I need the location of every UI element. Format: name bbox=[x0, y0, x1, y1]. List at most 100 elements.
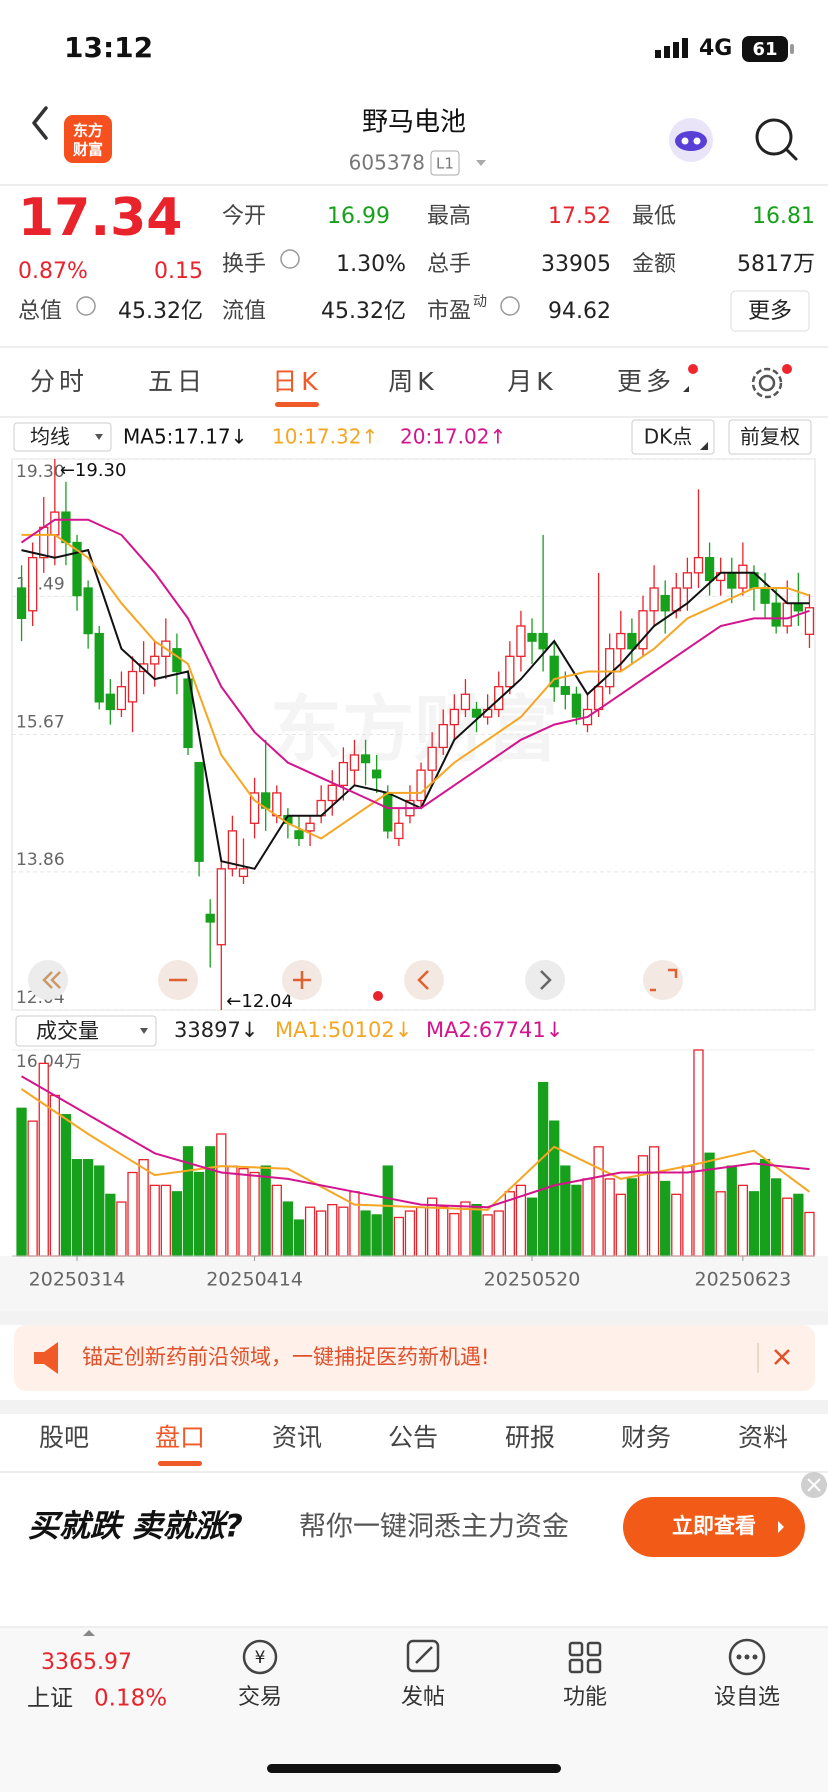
dropdown-arrow[interactable] bbox=[476, 160, 486, 166]
volume-select[interactable] bbox=[15, 1015, 157, 1047]
info-icon[interactable] bbox=[76, 249, 520, 316]
tab[interactable]: 日K bbox=[272, 367, 321, 396]
back-button[interactable] bbox=[32, 106, 48, 140]
nav-icons bbox=[242, 1638, 766, 1676]
volume-bar bbox=[660, 1180, 671, 1257]
section-tab[interactable]: 财务 bbox=[621, 1423, 671, 1452]
section-tab[interactable]: 公告 bbox=[388, 1423, 438, 1452]
candle-body bbox=[205, 913, 215, 923]
legend-entry: MA5:17.17↓ bbox=[123, 425, 247, 449]
candle-body bbox=[627, 632, 637, 650]
ad-button-label[interactable]: 立即查看 bbox=[672, 1514, 756, 1538]
candle-body bbox=[227, 830, 238, 870]
trade-icon[interactable] bbox=[242, 1639, 278, 1675]
volume-bar bbox=[94, 1165, 105, 1257]
volume-bar bbox=[804, 1211, 815, 1257]
tab[interactable]: 五日 bbox=[148, 367, 206, 396]
volume-bar bbox=[549, 1120, 560, 1257]
candle-body bbox=[538, 632, 548, 650]
tab[interactable]: 周K bbox=[388, 367, 437, 396]
stat-value: 17.52 bbox=[548, 204, 611, 229]
change-percent: 0.87% bbox=[18, 259, 88, 284]
change-amount: 0.15 bbox=[154, 259, 203, 284]
indicator-name[interactable]: 均线 bbox=[30, 425, 70, 449]
volume-current: 33897↓ bbox=[174, 1018, 258, 1042]
section-tab[interactable]: 研报 bbox=[505, 1423, 555, 1452]
stat-value: 1.30% bbox=[336, 252, 406, 277]
volume-bar bbox=[537, 1081, 549, 1257]
section-tab[interactable]: 资料 bbox=[738, 1423, 788, 1452]
candle-body bbox=[471, 708, 482, 718]
tab[interactable]: 更多 bbox=[617, 367, 675, 396]
x-tick-label: 20250414 bbox=[206, 1269, 303, 1291]
volume-bar bbox=[615, 1193, 626, 1257]
ma-line bbox=[20, 1075, 810, 1209]
volume-bar bbox=[526, 1197, 538, 1257]
clock: 13:12 bbox=[64, 31, 153, 64]
stock-name: 野马电池 bbox=[362, 108, 466, 138]
volume-bar bbox=[393, 1216, 405, 1257]
volume-bar bbox=[327, 1203, 338, 1257]
volume-title[interactable]: 成交量 bbox=[36, 1019, 99, 1043]
settings-button[interactable] bbox=[751, 367, 783, 399]
candle-body bbox=[593, 686, 604, 711]
dk-label[interactable]: DK点 bbox=[644, 425, 693, 449]
volume-bar bbox=[726, 1165, 737, 1257]
indicator-select[interactable] bbox=[13, 422, 112, 452]
candle-body bbox=[105, 693, 115, 711]
home-indicator bbox=[267, 1764, 561, 1773]
x-tick-label: 20250623 bbox=[695, 1269, 792, 1291]
extreme-label: ←12.04 bbox=[226, 991, 293, 1012]
dk-button[interactable] bbox=[631, 419, 715, 455]
next-icon bbox=[540, 970, 552, 990]
volume-bar bbox=[205, 1146, 216, 1257]
stat-value: 16.99 bbox=[327, 204, 390, 229]
volume-bar bbox=[737, 1184, 749, 1257]
more-button[interactable] bbox=[730, 290, 810, 332]
index-value[interactable]: 3365.97 bbox=[41, 1650, 132, 1675]
ad-text: 帮你一键洞悉主力资金 bbox=[299, 1512, 569, 1543]
rewind-button[interactable] bbox=[28, 960, 68, 1000]
section-tab[interactable]: 股吧 bbox=[39, 1423, 89, 1452]
close-button[interactable] bbox=[774, 1349, 790, 1365]
candle-body bbox=[760, 587, 770, 604]
nav-item[interactable]: 发帖 bbox=[401, 1685, 445, 1710]
adjust-label[interactable]: 前复权 bbox=[740, 425, 800, 449]
tab[interactable]: 月K bbox=[507, 367, 556, 396]
candle-body bbox=[449, 708, 459, 726]
dropdown-arrow bbox=[140, 1028, 148, 1034]
candle-body bbox=[616, 632, 626, 650]
candle-body bbox=[16, 587, 27, 620]
tab[interactable]: 分时 bbox=[30, 367, 88, 396]
expand-button[interactable] bbox=[643, 960, 683, 1000]
candle-body bbox=[172, 648, 182, 673]
candle-body bbox=[305, 822, 315, 832]
nav-item[interactable]: 交易 bbox=[238, 1685, 282, 1710]
volume-bar bbox=[16, 1107, 27, 1257]
next-button[interactable] bbox=[525, 960, 565, 1000]
nav-item[interactable]: 功能 bbox=[563, 1685, 607, 1710]
watchlist-icon[interactable] bbox=[728, 1638, 766, 1676]
volume-bar bbox=[626, 1178, 638, 1257]
ad-button[interactable] bbox=[623, 1497, 805, 1557]
dots-glyph bbox=[736, 1654, 758, 1660]
pen-icon bbox=[415, 1646, 433, 1664]
function-icon[interactable] bbox=[568, 1641, 602, 1674]
nav-item[interactable]: 设自选 bbox=[714, 1685, 780, 1710]
prev-button[interactable] bbox=[404, 960, 444, 1000]
notice-banner[interactable] bbox=[14, 1325, 815, 1391]
section-tab[interactable]: 资讯 bbox=[272, 1423, 322, 1452]
assistant-icon[interactable] bbox=[669, 118, 713, 162]
candle-body bbox=[116, 686, 127, 711]
candle-body bbox=[294, 830, 304, 840]
volume-bar bbox=[382, 1165, 393, 1257]
banner-text[interactable]: 锚定创新药前沿领域，一键捕捉医药新机遇! bbox=[82, 1345, 489, 1369]
stat-value: 94.62 bbox=[548, 299, 611, 324]
adjust-button[interactable] bbox=[728, 419, 812, 455]
post-icon[interactable] bbox=[406, 1639, 440, 1673]
search-button[interactable] bbox=[755, 118, 798, 161]
section-tab[interactable]: 盘口 bbox=[155, 1423, 205, 1452]
more-arrow bbox=[683, 386, 689, 392]
candle-body bbox=[693, 557, 704, 574]
